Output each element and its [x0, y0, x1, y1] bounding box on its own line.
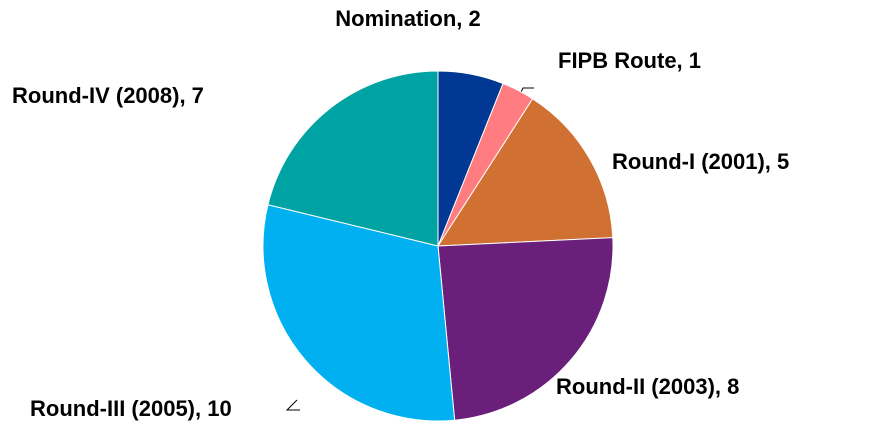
pie-slice — [267, 70, 439, 247]
data-label: FIPB Route, 1 — [558, 48, 701, 73]
data-label: Round-IV (2008), 7 — [12, 83, 204, 108]
data-label: Nomination, 2 — [335, 6, 480, 31]
pie-slice — [437, 237, 614, 421]
pie-slice — [437, 98, 614, 247]
data-label: Round-II (2003), 8 — [556, 374, 739, 399]
data-label: Round-III (2005), 10 — [30, 396, 232, 421]
leader-line — [285, 399, 300, 411]
pie-slice — [262, 204, 456, 422]
data-label: Round-I (2001), 5 — [612, 149, 789, 174]
